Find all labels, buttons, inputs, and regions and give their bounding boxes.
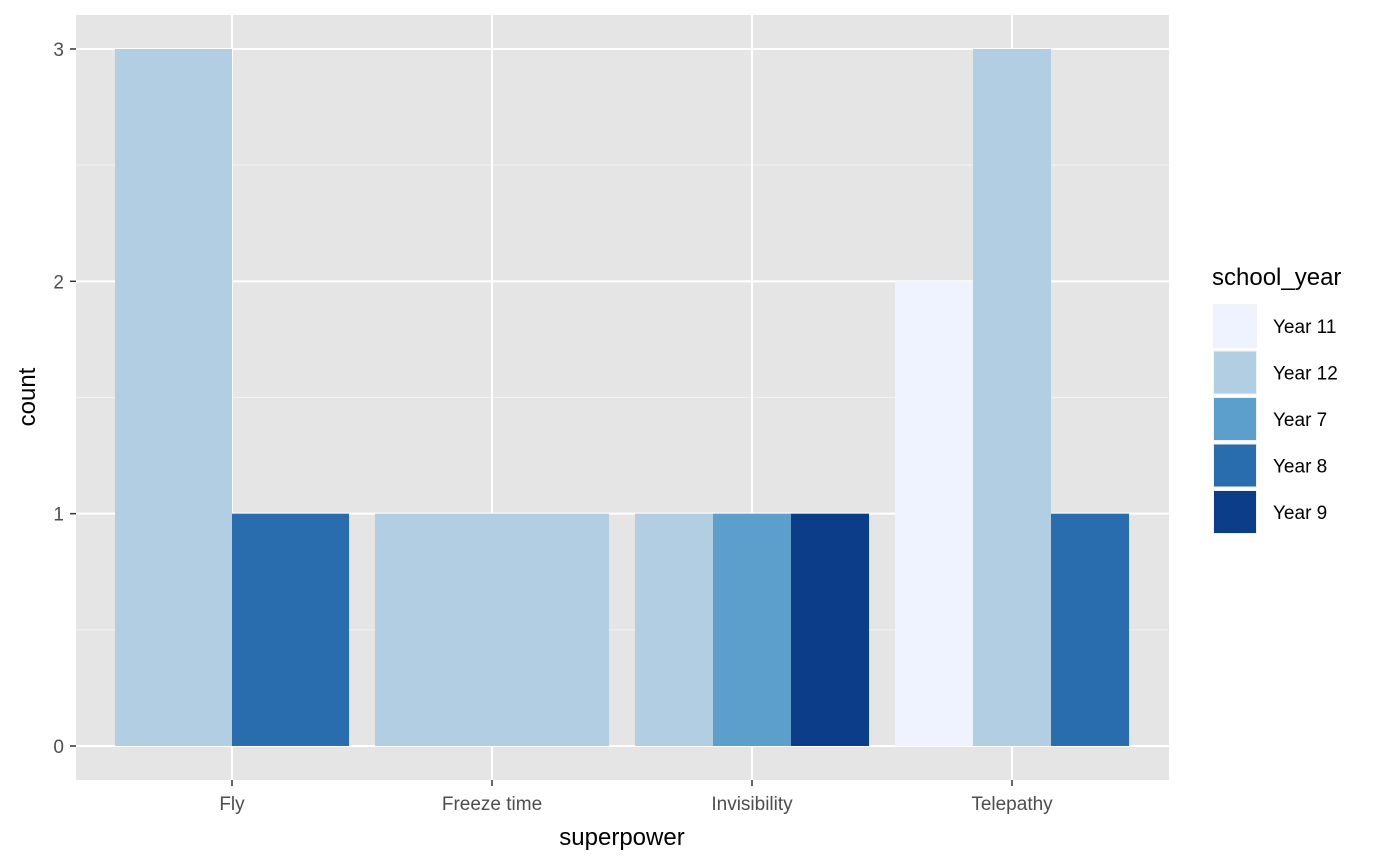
bar-fly-year-8 [232, 513, 349, 746]
y-axis-title: count [14, 367, 41, 426]
y-tick-label: 2 [53, 272, 64, 293]
legend-swatch [1214, 351, 1256, 394]
bars [115, 49, 1129, 746]
x-axis-title: superpower [559, 824, 684, 851]
y-tick-label: 1 [53, 505, 64, 526]
x-axis: Fly Freeze time Invisibility Telepathy [219, 780, 1053, 815]
y-tick-label: 3 [53, 40, 64, 61]
bar-fly-year-12 [115, 49, 232, 746]
bar-invisibility-year-7 [713, 513, 791, 746]
bar-telepathy-year-8 [1051, 513, 1129, 746]
legend-label: Year 7 [1273, 410, 1327, 431]
legend-label: Year 8 [1273, 457, 1327, 478]
bar-invisibility-year-9 [791, 513, 869, 746]
legend: school_year Year 11 Year 12 Year 7 Year 8 Ye… [1212, 264, 1341, 534]
legend-label: Year 11 [1273, 317, 1336, 338]
legend-swatch [1214, 444, 1256, 487]
x-tick-label: Freeze time [442, 794, 542, 815]
bar-telepathy-year-12 [973, 49, 1051, 746]
legend-label: Year 12 [1273, 364, 1338, 385]
bar-telepathy-year-11 [895, 281, 973, 746]
legend-label: Year 9 [1273, 503, 1327, 524]
legend-title: school_year [1212, 264, 1341, 291]
x-tick-label: Telepathy [971, 794, 1053, 815]
legend-swatch [1214, 491, 1256, 533]
x-tick-label: Fly [219, 794, 245, 815]
x-tick-label: Invisibility [711, 794, 793, 815]
bar-freeze-time-year-12 [375, 513, 609, 746]
bar-invisibility-year-12 [635, 513, 713, 746]
legend-swatch [1214, 305, 1256, 347]
legend-swatch [1214, 398, 1256, 440]
y-tick-label: 0 [53, 737, 64, 758]
y-axis: 0 1 2 3 [53, 40, 76, 758]
